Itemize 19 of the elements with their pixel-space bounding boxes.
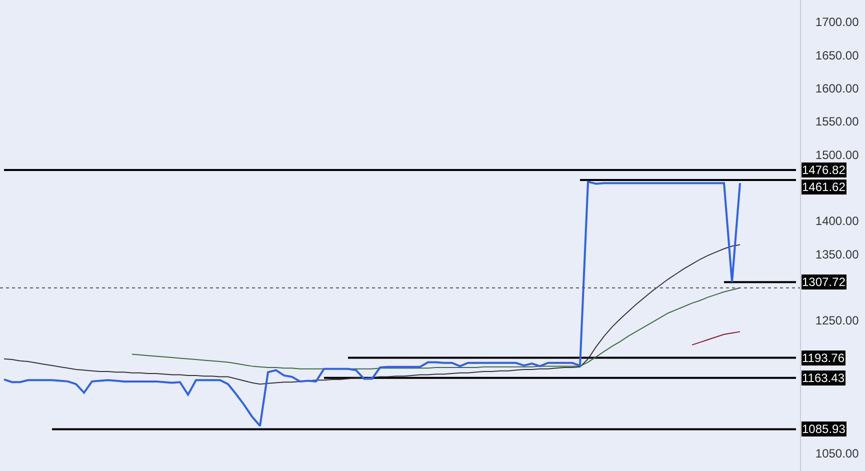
y-tick-label: 1500.00 <box>815 148 860 162</box>
y-tick-label: 1250.00 <box>815 314 860 328</box>
data-label: 1461.62 <box>802 180 846 194</box>
y-tick-label: 1050.00 <box>815 446 860 460</box>
data-label: 1476.82 <box>802 163 846 177</box>
line-series <box>132 287 740 370</box>
data-label: 1085.93 <box>802 422 846 436</box>
y-tick-label: 1400.00 <box>815 214 860 228</box>
data-label: 1307.72 <box>802 275 846 289</box>
y-tick-label: 1700.00 <box>815 15 860 30</box>
line-series <box>4 244 740 385</box>
y-tick-label: 1350.00 <box>815 247 860 262</box>
y-tick-label: 1600.00 <box>815 81 860 96</box>
data-label: 1163.43 <box>802 371 845 385</box>
line-series <box>3 180 741 427</box>
data-label: 1193.76 <box>802 351 845 365</box>
y-tick-label: 1550.00 <box>815 114 860 129</box>
line-series <box>692 331 740 346</box>
y-tick-label: 1650.00 <box>815 48 860 62</box>
